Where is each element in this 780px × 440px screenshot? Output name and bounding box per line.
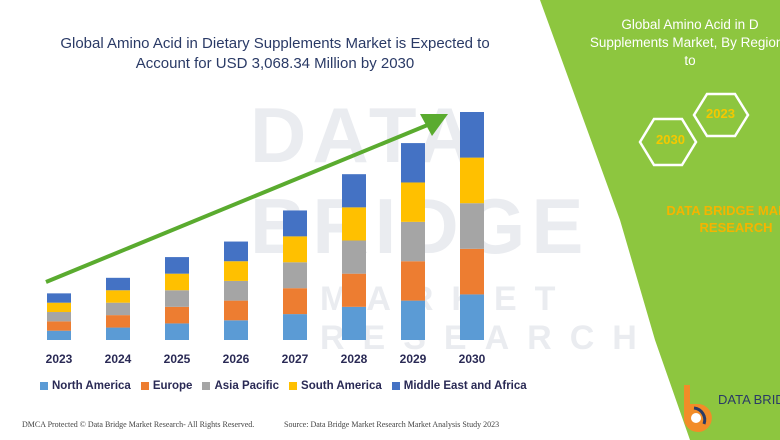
x-tick-2028: 2028 xyxy=(341,352,368,366)
legend-item-europe: Europe xyxy=(140,380,193,392)
title-line-1: Global Amino Acid in Dietary Supplements… xyxy=(60,35,490,52)
bar-2026-europe xyxy=(224,300,248,321)
x-tick-2026: 2026 xyxy=(223,352,250,366)
bar-2025-south-america xyxy=(165,273,189,291)
bar-2023-europe xyxy=(47,321,71,331)
legend-label: North America xyxy=(52,380,131,392)
legend-label: South America xyxy=(301,380,382,392)
bar-2027-asia-pacific xyxy=(283,262,307,289)
panel-brand-line-1: DATA BRIDGE MARKE xyxy=(666,203,780,218)
legend-item-asia-pacific: Asia Pacific xyxy=(202,380,279,392)
bar-2027-europe xyxy=(283,288,307,315)
bar-2026-south-america xyxy=(224,261,248,281)
bar-2029-middle-east-and-africa xyxy=(401,143,425,183)
bar-2026-asia-pacific xyxy=(224,280,248,301)
x-tick-2025: 2025 xyxy=(164,352,191,366)
legend-item-south-america: South America xyxy=(289,380,382,392)
footer-source: Source: Data Bridge Market Research Mark… xyxy=(284,420,500,429)
bar-2030-north-america xyxy=(460,294,484,340)
bar-2030-middle-east-and-africa xyxy=(460,112,484,158)
bar-2024-asia-pacific xyxy=(106,302,130,316)
hexagon-2023 xyxy=(692,92,750,138)
bar-2025-middle-east-and-africa xyxy=(165,257,189,274)
bar-2025-asia-pacific xyxy=(165,290,189,307)
bar-2030-europe xyxy=(460,248,484,295)
bar-2028-middle-east-and-africa xyxy=(342,174,366,208)
title-line-2: Account for USD 3,068.34 Million by 2030 xyxy=(135,55,415,72)
bar-2026-north-america xyxy=(224,320,248,340)
logo-text: DATA BRID xyxy=(718,392,780,407)
chart-title: Global Amino Acid in Dietary Supplements… xyxy=(40,34,510,74)
bar-2030-south-america xyxy=(460,157,484,204)
legend-label: Asia Pacific xyxy=(214,380,280,392)
green-panel-background xyxy=(540,0,780,440)
legend-item-north-america: North America xyxy=(40,380,131,392)
x-tick-2024: 2024 xyxy=(105,352,132,366)
bar-2027-south-america xyxy=(283,236,307,263)
x-tick-2030: 2030 xyxy=(459,352,486,366)
trend-arrow xyxy=(45,114,448,284)
bar-2026-middle-east-and-africa xyxy=(224,241,248,262)
bar-chart: 2023 2024 2025 2026 2027 2028 2029 2030 xyxy=(45,112,486,366)
bar-2023-south-america xyxy=(47,302,71,313)
hexagon-2030-label: 2030 xyxy=(656,132,685,147)
bar-2030-asia-pacific xyxy=(460,203,484,249)
hexagon-2030 xyxy=(638,117,698,167)
footer-copyright: DMCA Protected © Data Bridge Market Rese… xyxy=(22,420,255,429)
panel-title-line-2: Supplements Market, By Regions xyxy=(589,35,780,50)
bar-2023-asia-pacific xyxy=(47,312,71,322)
bar-2024-south-america xyxy=(106,290,130,303)
legend-swatch xyxy=(391,382,400,390)
bar-2025-north-america xyxy=(165,323,189,340)
legend: North America Europe Asia Pacific South Ame… xyxy=(40,380,527,392)
panel-brand-line-2: RESEARCH xyxy=(699,220,773,235)
bar-2028-north-america xyxy=(342,306,366,340)
bar-2028-asia-pacific xyxy=(342,240,366,274)
bar-2028-europe xyxy=(342,273,366,307)
legend-swatch xyxy=(40,382,48,390)
brand-logo-mark xyxy=(684,385,712,432)
bar-2029-europe xyxy=(401,261,425,301)
bar-2029-asia-pacific xyxy=(401,221,425,262)
legend-swatch xyxy=(289,382,298,390)
trend-arrow-head xyxy=(420,114,448,136)
bar-2027-north-america xyxy=(283,314,307,340)
bar-2024-north-america xyxy=(106,327,130,340)
x-tick-2029: 2029 xyxy=(400,352,427,366)
legend-label: Europe xyxy=(152,380,193,392)
legend-item-middle-east-and-africa: Middle East and Africa xyxy=(391,380,527,392)
panel-title-line-1: Global Amino Acid in D xyxy=(621,17,759,32)
bar-2024-europe xyxy=(106,315,130,328)
bar-2023-north-america xyxy=(47,330,71,340)
panel-title: Global Amino Acid in D Supplements Marke… xyxy=(560,16,780,70)
legend-label: Middle East and Africa xyxy=(403,380,527,392)
panel-title-line-3: to xyxy=(684,53,696,68)
legend-swatch xyxy=(202,382,211,390)
bars-layer xyxy=(47,112,484,340)
hexagon-2023-label: 2023 xyxy=(706,106,735,121)
bar-2028-south-america xyxy=(342,207,366,241)
x-tick-labels: 2023 2024 2025 2026 2027 2028 2029 2030 xyxy=(46,352,486,366)
bar-2025-europe xyxy=(165,306,189,324)
bar-2027-middle-east-and-africa xyxy=(283,210,307,237)
trend-arrow-line xyxy=(45,122,431,284)
x-tick-2023: 2023 xyxy=(46,352,73,366)
bar-2023-middle-east-and-africa xyxy=(47,293,71,303)
bar-2029-south-america xyxy=(401,182,425,222)
panel-brand: DATA BRIDGE MARKE RESEARCH xyxy=(636,202,780,236)
logo-wordmark: DATA BRID xyxy=(718,392,780,407)
x-tick-2027: 2027 xyxy=(282,352,309,366)
bar-2029-north-america xyxy=(401,300,425,340)
legend-swatch xyxy=(140,382,149,390)
bar-2024-middle-east-and-africa xyxy=(106,277,130,291)
